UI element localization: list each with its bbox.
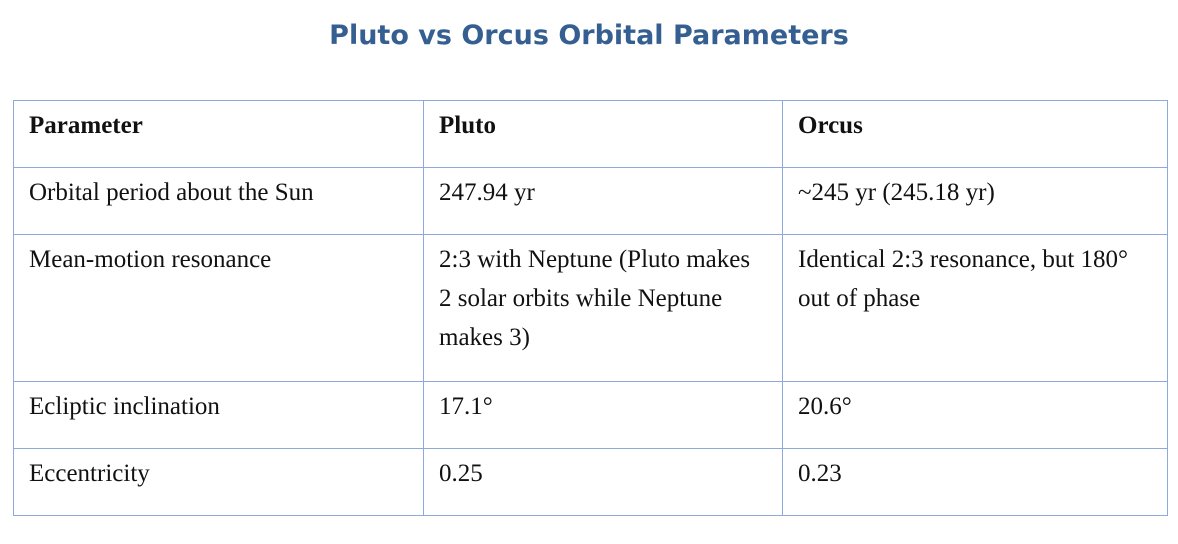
title: Pluto vs Orcus Orbital Parameters	[329, 20, 849, 51]
cell: 20.6°	[782, 381, 1168, 449]
cell: 0.25	[423, 448, 783, 516]
table: Parameter Pluto Orcus Orbital period abo…	[13, 100, 1168, 516]
header-cell: Pluto	[423, 100, 783, 168]
row: Mean-motion resonance 2:3 with Neptune (…	[13, 234, 1168, 382]
cell: Identical 2:3 resonance, but 180° out of…	[782, 234, 1168, 382]
cell: Eccentricity	[13, 448, 424, 516]
cell: Ecliptic inclination	[13, 381, 424, 449]
cell: 17.1°	[423, 381, 783, 449]
header-cell: Orcus	[782, 100, 1168, 168]
header-cell: Parameter	[13, 100, 424, 168]
cell: ~245 yr (245.18 yr)	[782, 167, 1168, 235]
cell: Orbital period about the Sun	[13, 167, 424, 235]
cell: 2:3 with Neptune (Pluto makes 2 solar or…	[423, 234, 783, 382]
cell: Mean-motion resonance	[13, 234, 424, 382]
row: Eccentricity 0.25 0.23	[13, 448, 1168, 516]
row: Orbital period about the Sun 247.94 yr ~…	[13, 167, 1168, 235]
row: Ecliptic inclination 17.1° 20.6°	[13, 381, 1168, 449]
cell: 247.94 yr	[423, 167, 783, 235]
header-row: Parameter Pluto Orcus	[13, 100, 1168, 168]
cell: 0.23	[782, 448, 1168, 516]
